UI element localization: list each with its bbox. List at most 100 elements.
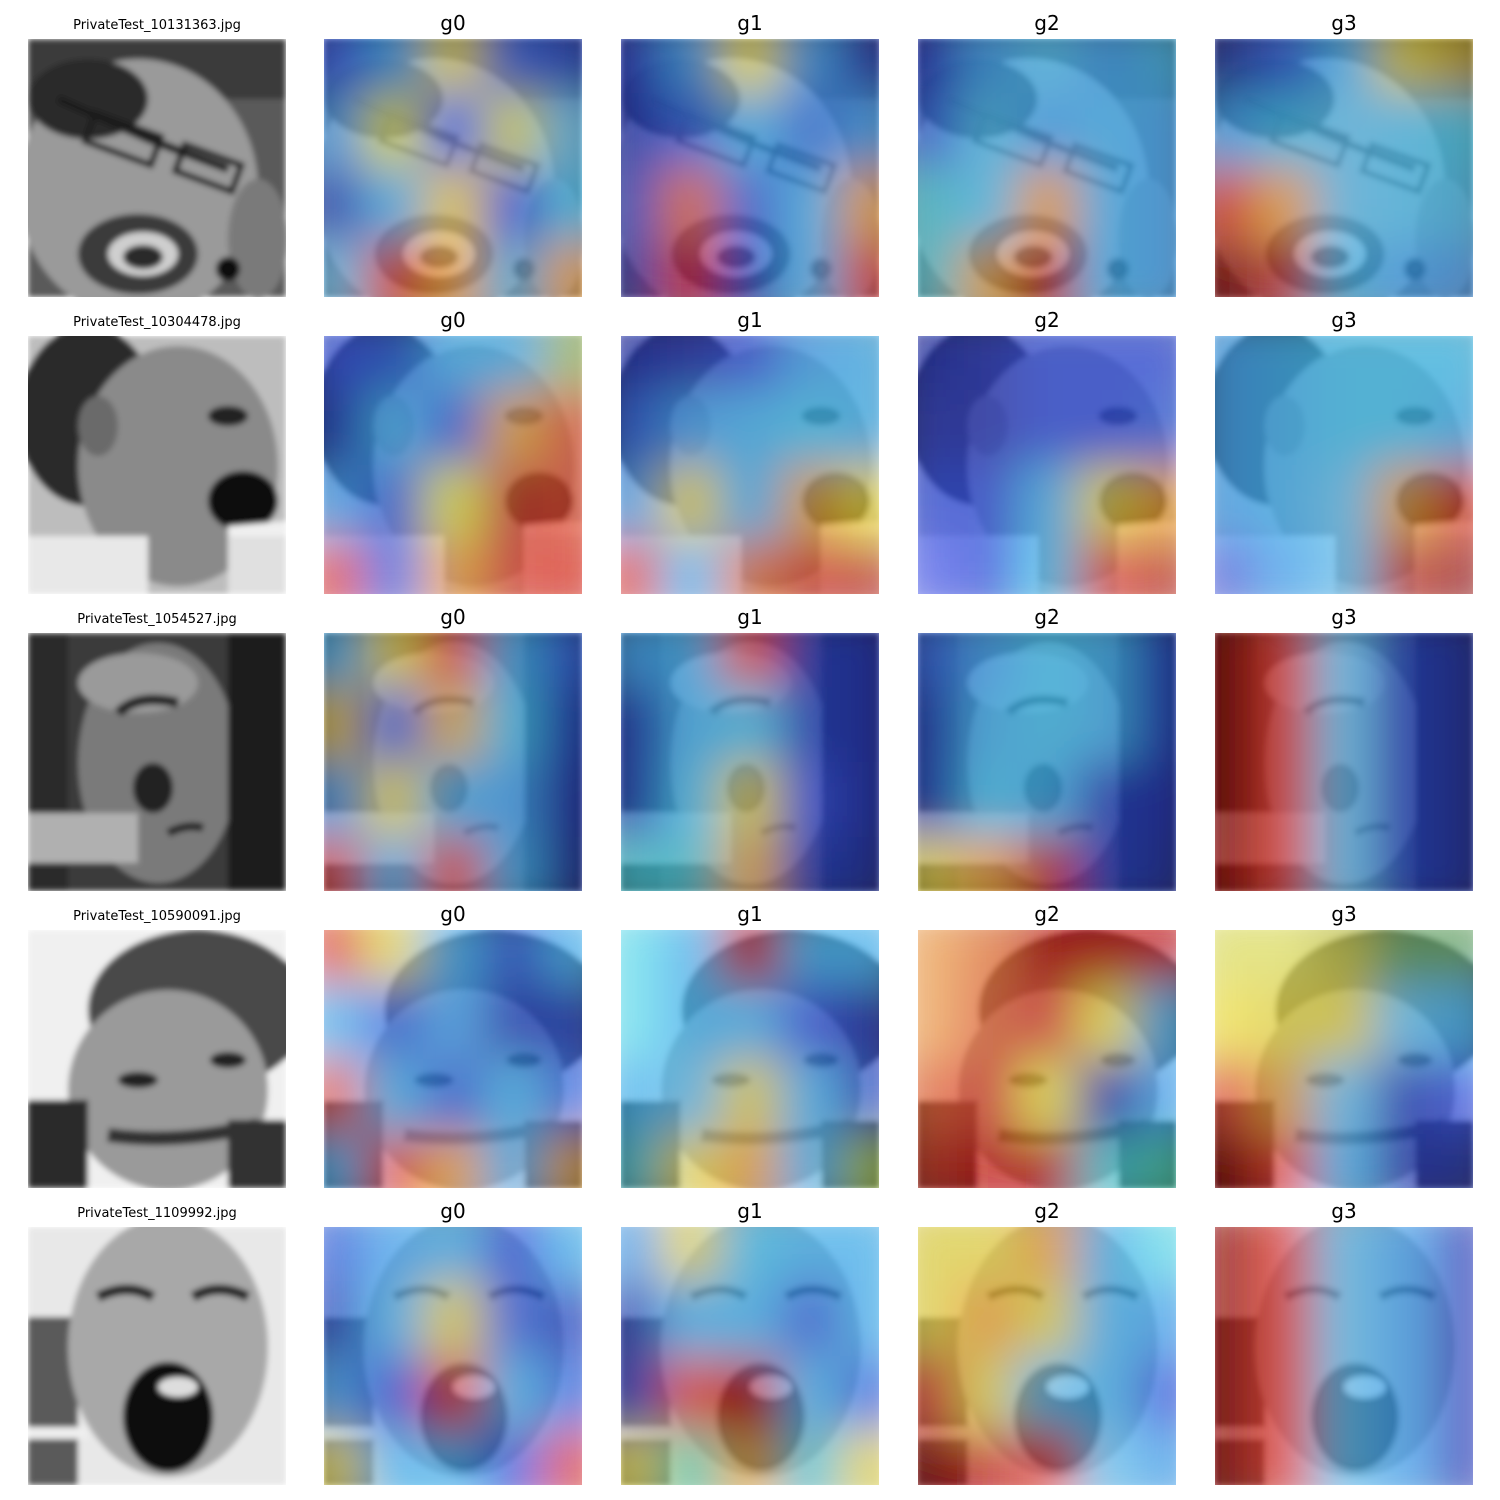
heatmap-cell (1215, 168, 1255, 244)
heatmap-cell (780, 633, 841, 688)
heatmap-cell (621, 762, 661, 838)
heatmap-cell (324, 390, 364, 466)
heatmap-cell (1434, 93, 1473, 169)
heatmap-cell (543, 465, 582, 541)
heatmap-cell (483, 1059, 544, 1135)
heatmap-cell (1374, 837, 1435, 891)
heatmap-cell (423, 168, 484, 244)
heatmap-cell (1215, 687, 1255, 763)
heatmap-cell (483, 837, 544, 891)
heatmap-cell (1017, 1356, 1078, 1432)
layer-title-g0: g0 (440, 1199, 466, 1223)
gradcam-heatmap-g1 (621, 930, 879, 1188)
heatmap-cell (324, 687, 364, 763)
heatmap-cell (483, 465, 544, 541)
heatmap-cell (660, 93, 721, 169)
heatmap-cell (1374, 168, 1435, 244)
original-face-image (28, 930, 286, 1188)
heatmap-cell (720, 540, 781, 594)
heatmap-cell (957, 762, 1018, 838)
heatmap-overlay (324, 336, 582, 594)
heatmap-cell (324, 837, 364, 891)
heatmap-cell (423, 1431, 484, 1485)
heatmap-cell (1137, 168, 1176, 244)
heatmap-cell (1137, 930, 1176, 985)
heatmap-cell (621, 687, 661, 763)
heatmap-cell (918, 1227, 958, 1282)
heatmap-cell (423, 984, 484, 1060)
heatmap-cell (363, 243, 424, 297)
face-photo (28, 1227, 286, 1485)
heatmap-cell (621, 633, 661, 688)
heatmap-cell (621, 540, 661, 594)
gradcam-heatmap-g1 (621, 633, 879, 891)
heatmap-overlay (621, 1227, 879, 1485)
heatmap-cell (1077, 762, 1138, 838)
heatmap-cell (660, 336, 721, 391)
heatmap-cell (1314, 762, 1375, 838)
heatmap-cell (1077, 1281, 1138, 1357)
heatmap-cell (423, 540, 484, 594)
image-filename: PrivateTest_10304478.jpg (73, 315, 241, 330)
layer-title-g2: g2 (1034, 11, 1060, 35)
heatmap-cell (1215, 1227, 1255, 1282)
heatmap-cell (1254, 762, 1315, 838)
heatmap-cell (543, 390, 582, 466)
heatmap-cell (918, 930, 958, 985)
heatmap-cell (423, 687, 484, 763)
heatmap-cell (621, 930, 661, 985)
heatmap-cell (363, 1431, 424, 1485)
heatmap-cell (1434, 168, 1473, 244)
heatmap-cell (1434, 837, 1473, 891)
heatmap-cell (1017, 1059, 1078, 1135)
heatmap-cell (1374, 390, 1435, 466)
heatmap-cell (720, 687, 781, 763)
heatmap-cell (840, 930, 879, 985)
heatmap-cell (840, 633, 879, 688)
heatmap-cell (1215, 390, 1255, 466)
heatmap-overlay (621, 336, 879, 594)
heatmap-cell (621, 1281, 661, 1357)
heatmap-cell (957, 687, 1018, 763)
heatmap-cell (363, 687, 424, 763)
heatmap-cell (423, 336, 484, 391)
heatmap-cell (780, 984, 841, 1060)
heatmap-cell (720, 633, 781, 688)
heatmap-cell (660, 1356, 721, 1432)
heatmap-cell (780, 168, 841, 244)
gradcam-heatmap-g0 (324, 1227, 582, 1485)
layer-title-g3: g3 (1331, 902, 1357, 926)
layer-title-g0: g0 (440, 902, 466, 926)
heatmap-overlay (621, 39, 879, 297)
heatmap-cell (1374, 243, 1435, 297)
heatmap-cell (543, 762, 582, 838)
layer-title-g3: g3 (1331, 1199, 1357, 1223)
heatmap-cell (423, 39, 484, 94)
heatmap-cell (780, 390, 841, 466)
heatmap-cell (324, 1227, 364, 1282)
heatmap-cell (483, 687, 544, 763)
heatmap-cell (1215, 1356, 1255, 1432)
heatmap-cell (1434, 687, 1473, 763)
heatmap-cell (1374, 1356, 1435, 1432)
heatmap-cell (543, 540, 582, 594)
heatmap-cell (1215, 540, 1255, 594)
heatmap-cell (1374, 687, 1435, 763)
heatmap-cell (543, 93, 582, 169)
heatmap-cell (660, 984, 721, 1060)
heatmap-cell (621, 336, 661, 391)
heatmap-cell (1017, 390, 1078, 466)
heatmap-cell (660, 1227, 721, 1282)
heatmap-cell (957, 336, 1018, 391)
heatmap-cell (1314, 168, 1375, 244)
heatmap-cell (1374, 336, 1435, 391)
heatmap-cell (1314, 633, 1375, 688)
heatmap-cell (957, 1227, 1018, 1282)
heatmap-cell (918, 465, 958, 541)
heatmap-cell (363, 1134, 424, 1188)
heatmap-cell (1017, 1431, 1078, 1485)
heatmap-cell (543, 1227, 582, 1282)
heatmap-cell (363, 930, 424, 985)
heatmap-cell (840, 336, 879, 391)
